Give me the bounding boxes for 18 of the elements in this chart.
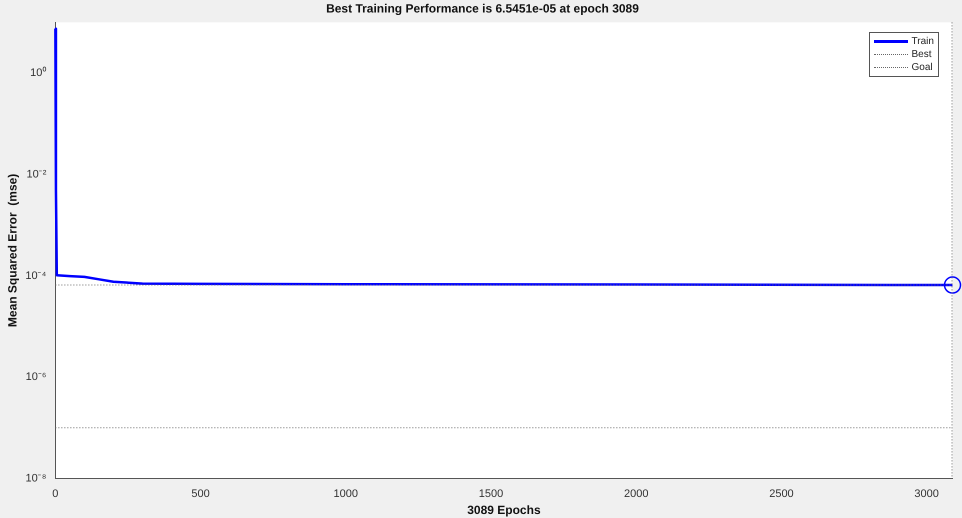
legend-label: Goal [912, 62, 933, 74]
y-tick-label: 10⁻⁴ [25, 270, 47, 282]
y-tick-label: 10⁰ [30, 66, 46, 80]
y-tick-label: 10⁻² [26, 168, 47, 180]
y-tick-label: 10⁻⁶ [26, 371, 46, 384]
x-tick-label: 500 [191, 488, 210, 500]
y-tick-label: 10⁻⁸ [25, 472, 46, 484]
x-tick-label: 0 [52, 488, 58, 500]
x-tick-label: 2500 [769, 488, 794, 500]
chart-title: Best Training Performance is 6.5451e-05 at epoch 3089 [326, 2, 640, 16]
legend-label: Train [912, 36, 934, 48]
x-tick-label: 1000 [334, 488, 358, 500]
y-axis-title: Mean Squared Error (mse) [6, 174, 20, 328]
x-axis-title: 3089 Epochs [467, 503, 541, 518]
x-tick-label: 1500 [478, 488, 504, 500]
x-tick-label: 3000 [914, 488, 939, 500]
x-tick-label: 2000 [624, 488, 648, 500]
legend-label: Best [912, 49, 932, 60]
